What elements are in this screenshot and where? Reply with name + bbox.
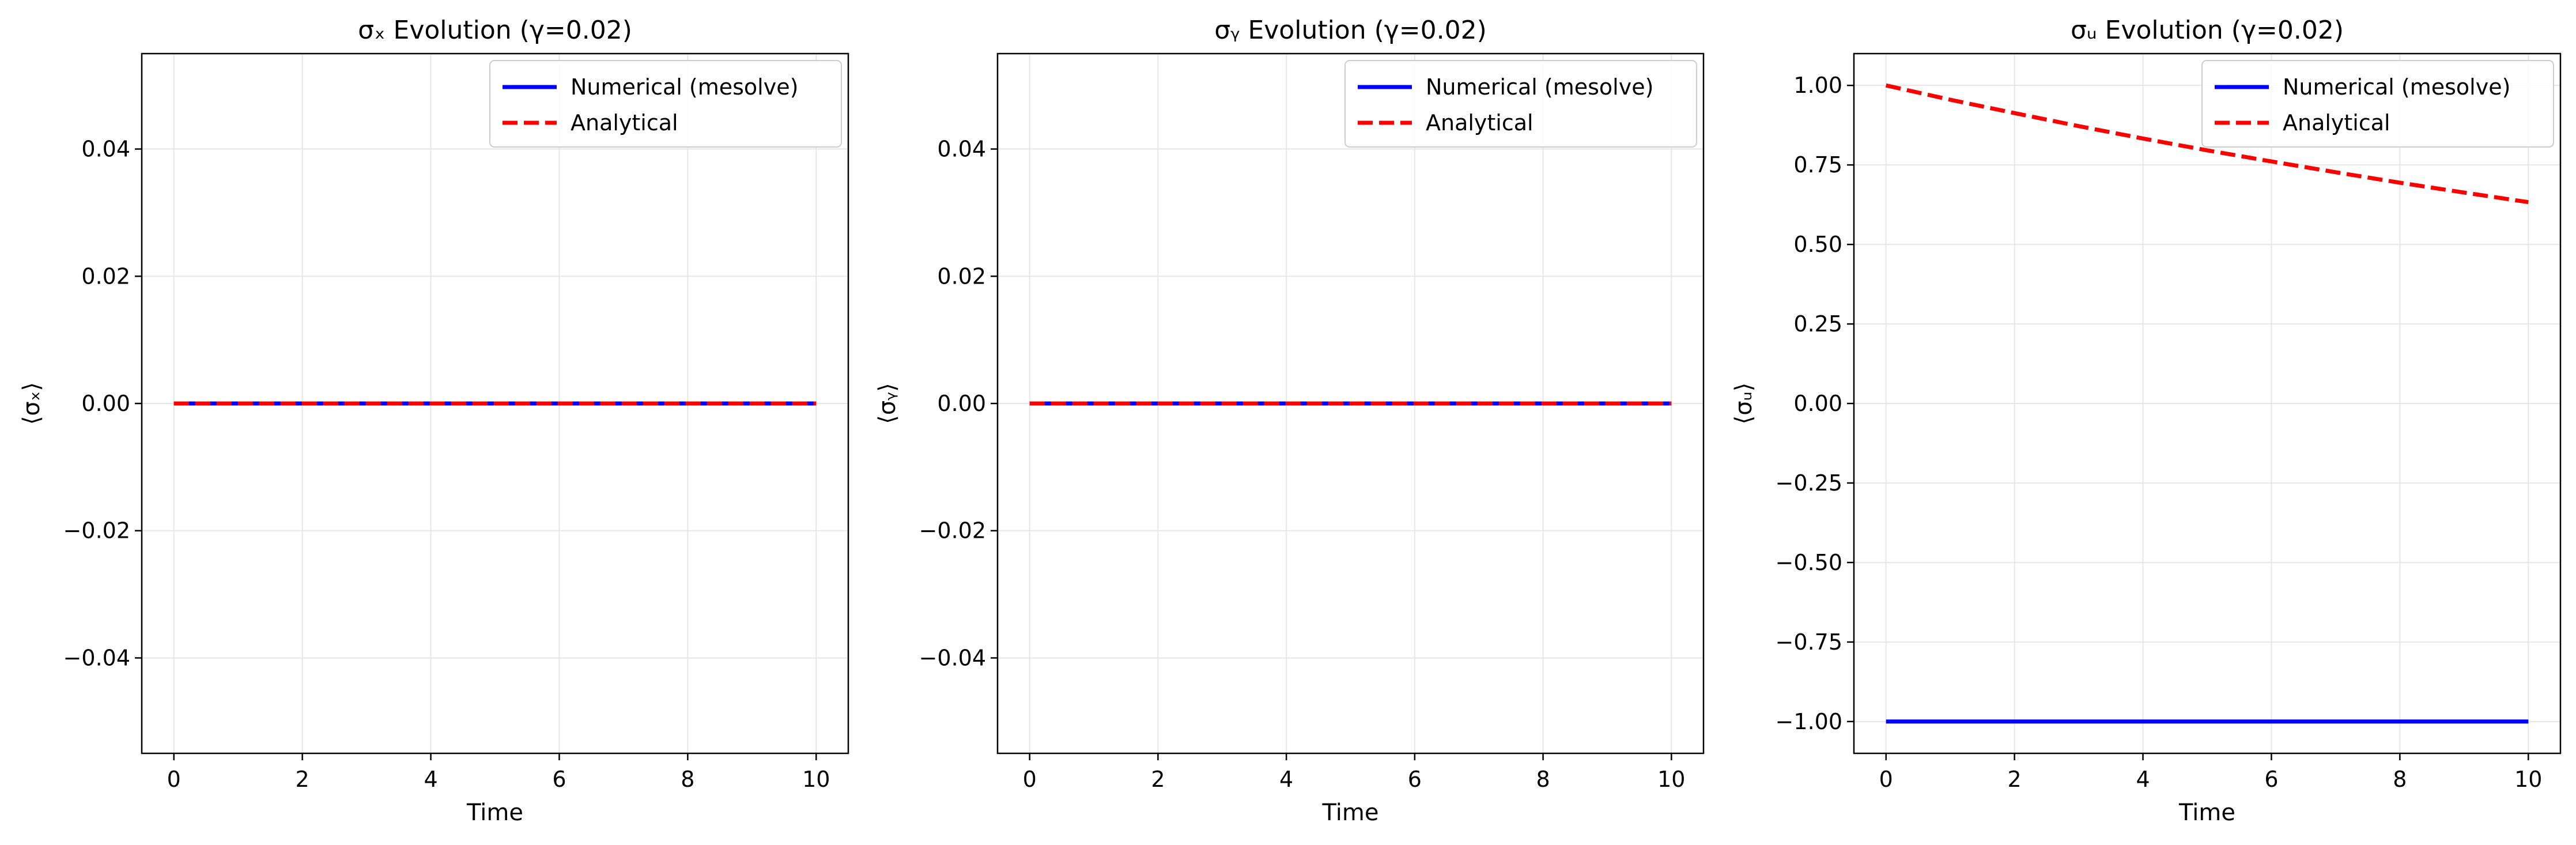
y-tick-label: 0.75 [1793,152,1842,178]
x-tick-label: 4 [2136,767,2150,792]
y-tick-label: 1.00 [1793,73,1842,98]
legend-box [489,60,842,148]
legend: Numerical (mesolve) Analytical [489,60,842,148]
x-tick-label: 2 [296,767,309,792]
chart-panel-1: 0 2 4 6 8 10 −0.04 −0.02 0.00 0.02 0.04 σₓ Evolutio… [18,16,849,826]
legend: Numerical (mesolve) Analytical [1344,60,1697,148]
x-tick-label: 10 [2514,767,2542,792]
legend-label-1: Numerical (mesolve) [2283,74,2510,100]
legend-label-1: Numerical (mesolve) [571,74,798,100]
x-tick-label: 8 [681,767,694,792]
y-tick-label: 0.04 [937,137,986,162]
x-tick-label: 2 [1151,767,1165,792]
y-tick-label: 0.04 [81,137,130,162]
y-tick-label: −0.04 [919,645,986,670]
x-tick-label: 0 [1023,767,1037,792]
x-tick-label: 6 [2264,767,2278,792]
y-tick-label: 0.00 [937,391,986,416]
y-tick-label: −1.00 [1776,709,1842,734]
y-tick-label: −0.04 [63,645,130,670]
y-tick-label: 0.00 [81,391,130,416]
axes-frame [141,52,849,755]
axes-frame [1853,52,2562,755]
x-tick-label: 10 [1657,767,1685,792]
y-tick-label: 0.25 [1793,311,1842,337]
chart-title: σᵤ Evolution (γ=0.02) [2071,16,2344,45]
x-axis-label: Time [1322,799,1379,826]
x-axis-label: Time [466,799,523,826]
x-tick-label: 8 [1536,767,1550,792]
y-axis-label: ⟨σᵧ⟩ [874,383,901,424]
x-tick-label: 0 [167,767,181,792]
legend: Numerical (mesolve) Analytical [2201,60,2554,148]
y-tick-label: −0.75 [1776,629,1842,655]
legend-box [1344,60,1697,148]
axes-frame [996,52,1705,755]
legend-label-2: Analytical [1426,110,1533,135]
legend-box [2201,60,2554,148]
y-tick-label: 0.00 [1793,391,1842,416]
panels: 0 2 4 6 8 10 −0.04 −0.02 0.00 0.02 0.04 σₓ Evolutio… [18,16,2562,826]
x-tick-label: 4 [1279,767,1293,792]
x-tick-label: 10 [802,767,830,792]
y-tick-label: −0.02 [919,518,986,544]
x-tick-label: 2 [2008,767,2022,792]
chart-title: σᵧ Evolution (γ=0.02) [1214,16,1487,45]
legend-label-2: Analytical [2283,110,2390,135]
chart-panel-2: 0 2 4 6 8 10 −0.04 −0.02 0.00 0.02 0.04 σᵧ Evolutio… [874,16,1705,826]
legend-label-2: Analytical [571,110,678,135]
y-tick-label: 0.02 [81,263,130,289]
chart-title: σₓ Evolution (γ=0.02) [358,16,632,45]
y-tick-label: −0.50 [1776,550,1842,575]
x-tick-label: 6 [552,767,566,792]
x-axis-label: Time [2178,799,2235,826]
x-tick-label: 8 [2393,767,2407,792]
x-tick-label: 6 [1408,767,1422,792]
y-tick-label: 0.02 [937,263,986,289]
y-axis-label: ⟨σₓ⟩ [18,382,45,425]
chart-panel-3: 0 2 4 6 8 10 −1.00 −0.75 −0.50 −0.25 0.00 0.25 0.50 0… [1731,16,2562,826]
x-tick-label: 0 [1879,767,1893,792]
legend-label-1: Numerical (mesolve) [1426,74,1653,100]
y-axis-label: ⟨σᵤ⟩ [1731,383,1757,425]
y-tick-label: −0.02 [63,518,130,544]
y-tick-label: 0.50 [1793,232,1842,257]
x-tick-label: 4 [424,767,437,792]
series-line-analytical [1885,83,2529,205]
y-tick-label: −0.25 [1776,470,1842,496]
